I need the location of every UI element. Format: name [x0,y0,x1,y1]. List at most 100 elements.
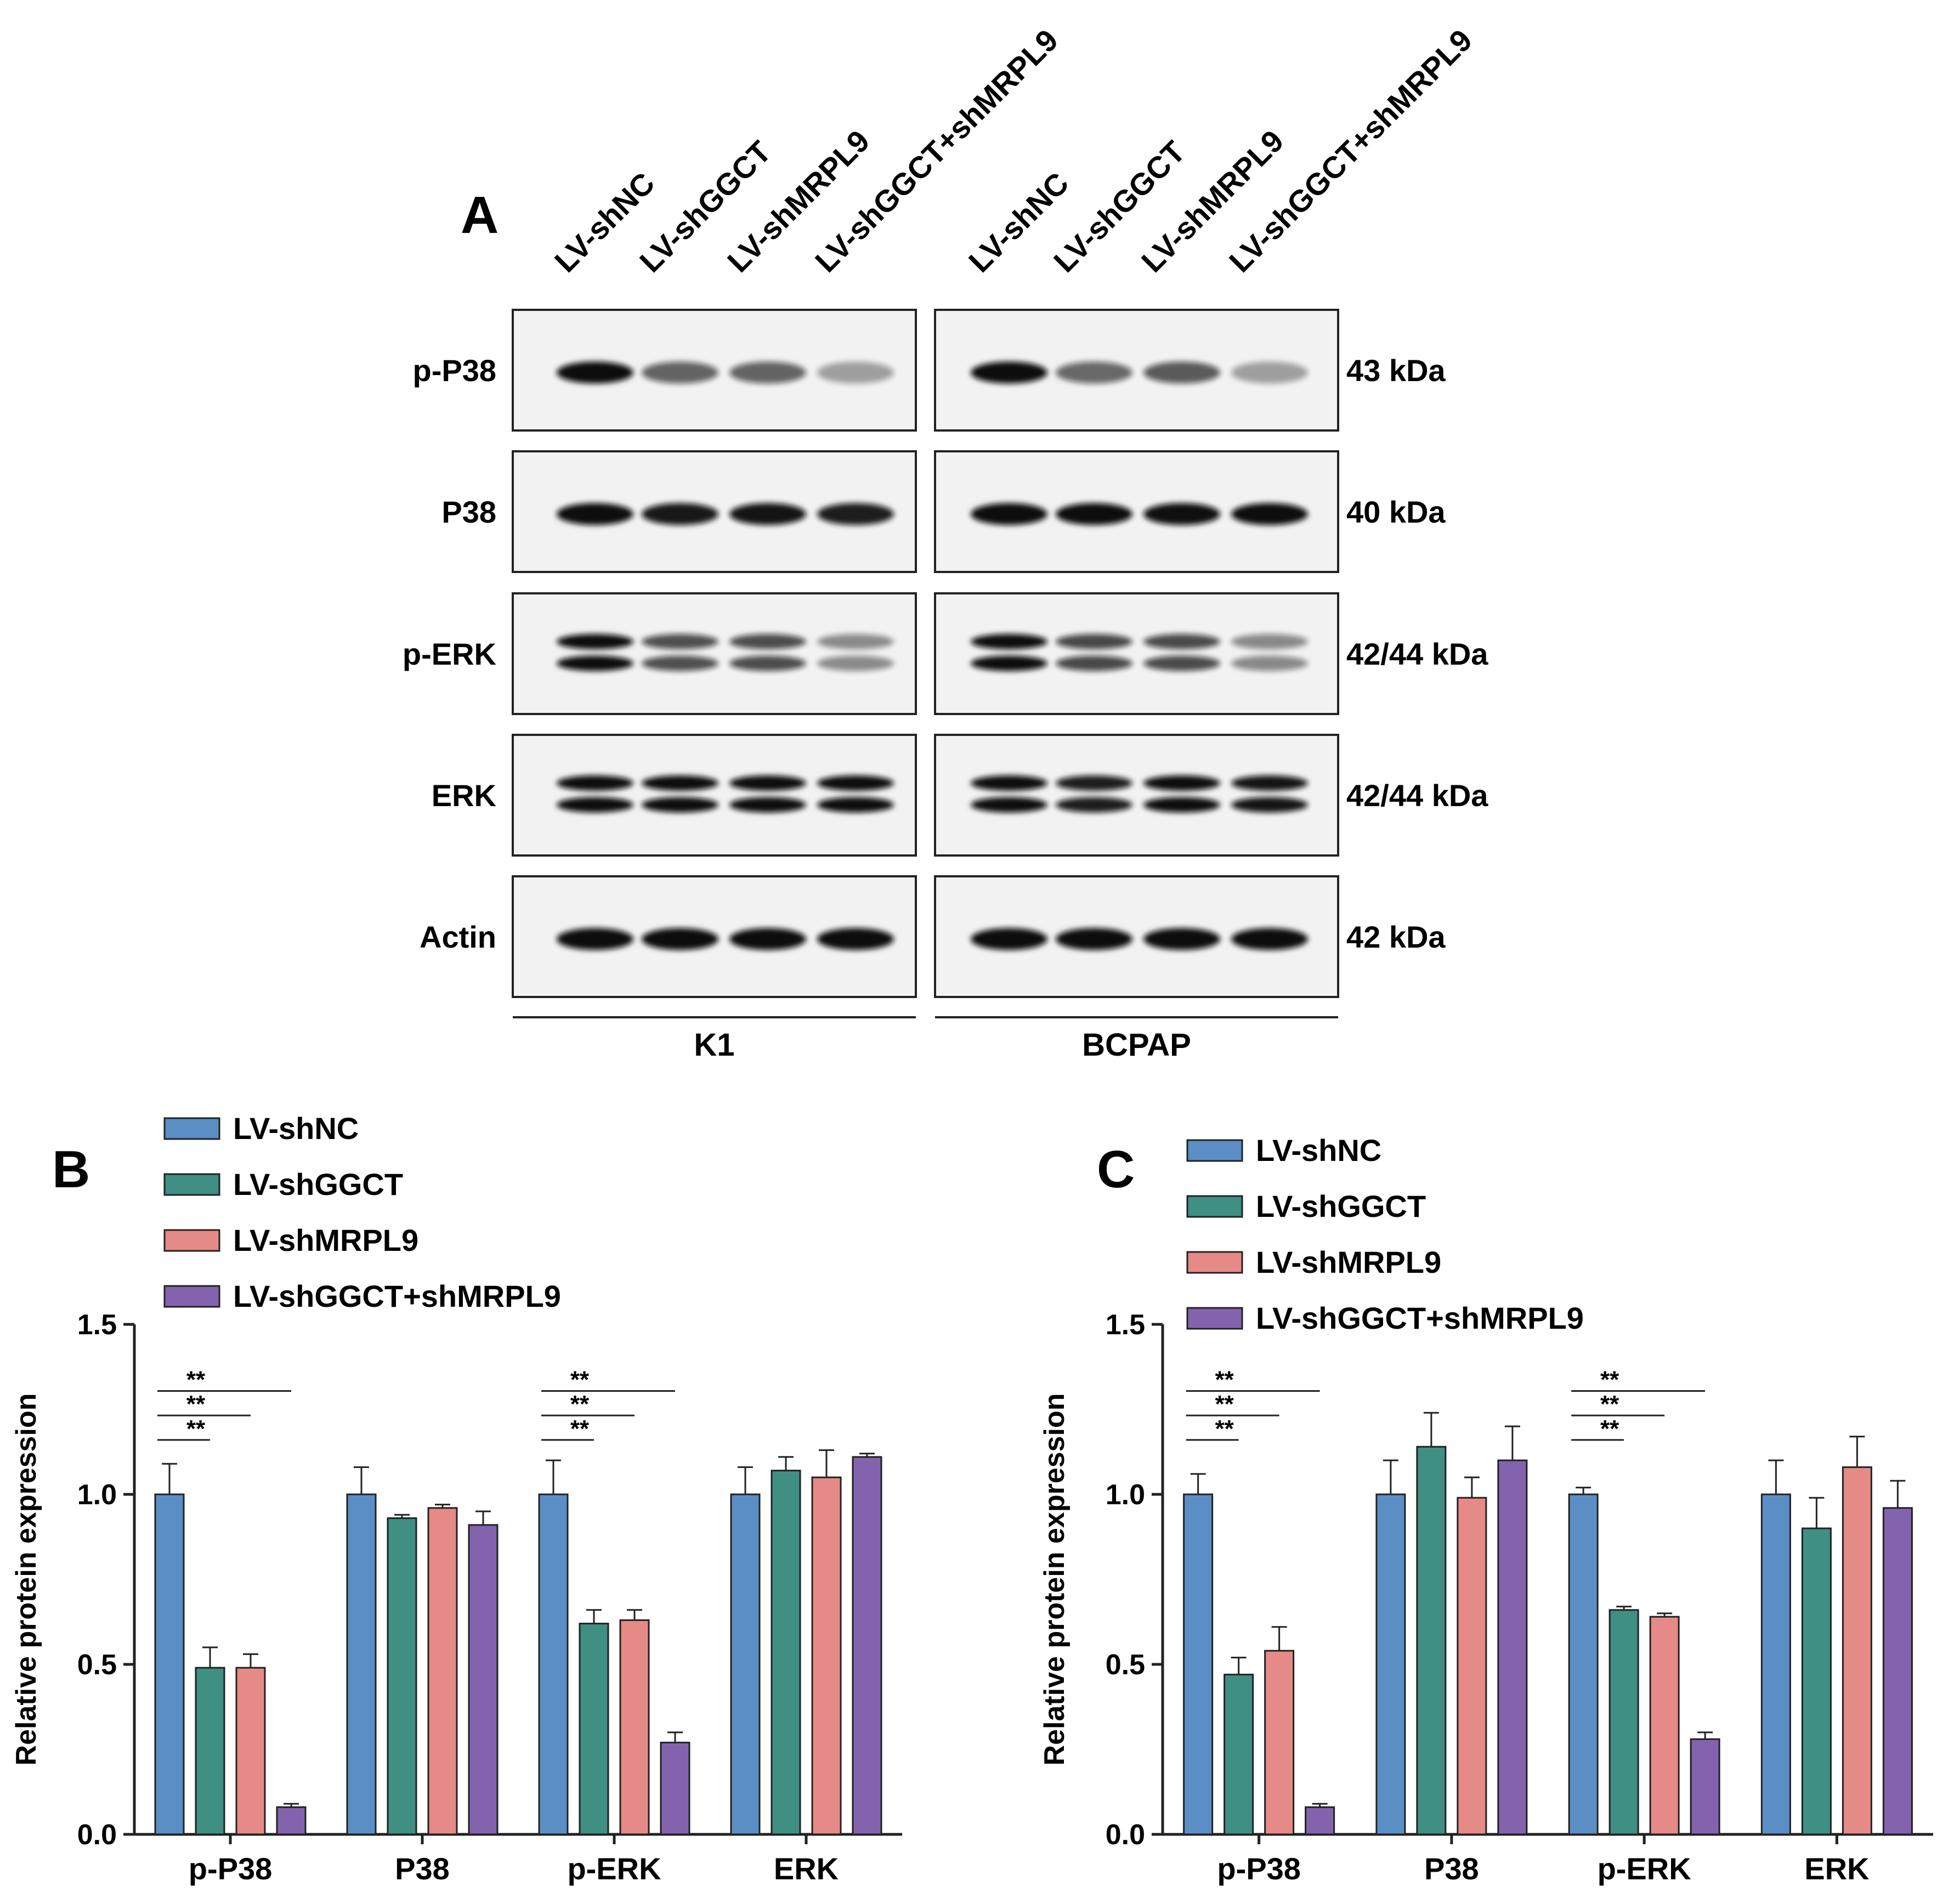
lane-labels: LV-shNCLV-shGGCTLV-shMRPL9LV-shGGCT+shMR… [548,22,1479,279]
protein-band [557,361,633,384]
bar [1842,1466,1872,1835]
y-tick-label: 0.0 [77,1819,117,1851]
bar [1305,1806,1335,1835]
significance-label: ** [1215,1415,1234,1442]
protein-band [642,928,718,950]
protein-band [1056,928,1132,950]
bar [619,1619,650,1835]
cell-line-label: BCPAP [1082,1027,1191,1063]
protein-band [1143,655,1220,671]
panel-a-label: A [461,186,499,245]
protein-band [729,361,806,384]
legend-swatch [1186,1307,1243,1330]
bar [579,1623,609,1835]
protein-band [1143,634,1220,649]
significance-label: ** [186,1415,206,1442]
bar [1649,1616,1680,1835]
blot-membrane [934,734,1339,857]
cell-line-labels: K1 BCPAP [513,1016,1338,1063]
bar [154,1493,185,1835]
x-tick-label: p-P38 [1217,1851,1301,1886]
blot-membrane [512,734,917,857]
protein-band [729,634,806,649]
protein-band [971,797,1047,813]
bar [1457,1497,1487,1835]
protein-band [1143,775,1220,791]
protein-band [557,503,633,525]
y-tick-label: 0.5 [1106,1649,1145,1681]
significance-label: ** [1600,1367,1619,1393]
protein-band [557,634,633,649]
significance-label: ** [1600,1391,1619,1418]
x-tick-label: P38 [395,1851,450,1886]
bar [276,1806,307,1835]
blot-row-p38: P38 40 kDa [441,450,1446,573]
protein-band [971,655,1047,671]
protein-band [1056,775,1132,791]
y-axis-label: Relative protein expression [1039,1393,1071,1765]
bar [660,1742,690,1835]
protein-band [1056,503,1132,525]
blot-rows: p-P38 43 kDa P38 40 kDa p-ERK 42/44 kDa ERK 42/… [403,309,1488,998]
legend-swatch [1186,1195,1243,1218]
blot-row-actin: Actin 42 kDa [420,875,1446,998]
molecular-weight-label: 42/44 kDa [1346,778,1488,813]
protein-band [642,503,718,525]
blot-membrane [512,592,917,715]
protein-band [642,634,718,649]
protein-band [1231,361,1308,384]
panel-label: C [1097,1140,1135,1199]
protein-band [817,797,894,813]
bar [852,1456,882,1835]
protein-band [642,655,718,671]
protein-label: Actin [420,920,496,954]
bar [811,1476,842,1835]
legend-label: LV-shGGCT+shMRPL9 [233,1279,561,1313]
protein-band [1231,655,1308,671]
protein-label: P38 [441,495,496,529]
significance-label: ** [1600,1415,1619,1442]
bar [1497,1459,1528,1835]
y-tick-label: 1.5 [77,1309,117,1341]
significance-label: ** [1215,1391,1234,1418]
bar [1690,1738,1720,1835]
protein-label: ERK [432,778,496,813]
protein-band [817,634,894,649]
bar [1264,1650,1295,1835]
legend-swatch [163,1117,220,1140]
bar [1183,1493,1214,1835]
legend-swatch [163,1285,220,1308]
x-tick-label: p-P38 [189,1851,273,1886]
y-tick-label: 1.0 [77,1479,117,1511]
bar [235,1667,266,1835]
legend-swatch [1186,1251,1243,1274]
x-tick-label: p-ERK [567,1851,661,1886]
bar [1801,1527,1832,1835]
legend-swatch [1186,1139,1243,1162]
bar [538,1493,569,1835]
bar [730,1493,761,1835]
legend-label: LV-shMRPL9 [1256,1245,1441,1279]
bar [1882,1507,1913,1835]
x-tick-label: ERK [1804,1851,1869,1886]
significance-label: ** [186,1367,206,1393]
protein-band [817,928,894,950]
protein-band [729,928,806,950]
protein-band [817,655,894,671]
panel-a-western-blot: A LV-shNCLV-shGGCTLV-shMRPL9LV-shGGCT+sh… [403,22,1488,1063]
molecular-weight-label: 42 kDa [1346,920,1446,954]
bar [1760,1493,1791,1835]
protein-band [557,655,633,671]
protein-band [557,797,633,813]
protein-band [1231,634,1308,649]
bar [1608,1609,1639,1835]
protein-band [1231,928,1308,950]
bar [1416,1446,1447,1835]
legend-label: LV-shGGCT+shMRPL9 [1256,1301,1584,1335]
significance-label: ** [1215,1367,1234,1393]
protein-band [1143,797,1220,813]
protein-band [971,503,1047,525]
x-tick-label: P38 [1424,1851,1479,1886]
y-axis-label: Relative protein expression [10,1393,42,1765]
legend-label: LV-shMRPL9 [233,1223,418,1257]
